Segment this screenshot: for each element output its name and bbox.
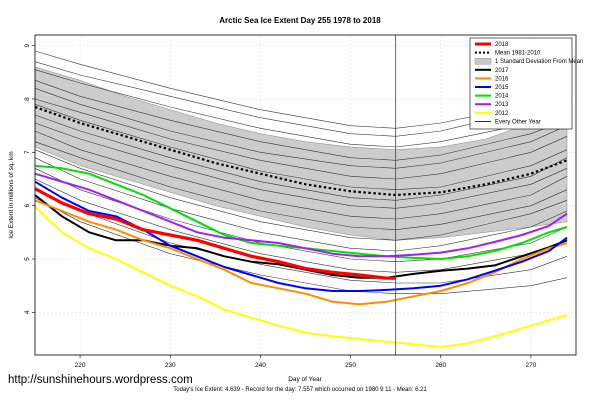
y-tick-label: 9: [24, 43, 31, 47]
legend-label: 2012: [495, 111, 509, 117]
x-tick-label: 220: [75, 362, 86, 369]
plot-frame: [34, 34, 577, 356]
website-url: http://sunshinehours.wordpress.com: [8, 374, 193, 386]
mean-line: [34, 105, 568, 197]
every-other-year-line: [34, 122, 568, 209]
every-other-year-line: [34, 141, 568, 231]
every-other-year-line: [34, 178, 568, 273]
every-other-year-line: [34, 114, 568, 201]
series-line-2012: [34, 205, 568, 348]
legend-swatch: [474, 58, 492, 65]
footer-note: Today's Ice Extent: 4.639 - Record for t…: [173, 387, 427, 393]
x-axis-label: Day of Year: [288, 376, 322, 383]
every-other-year-line: [34, 88, 568, 169]
legend-label: 2017: [495, 68, 509, 74]
chart-title: Arctic Sea Ice Extent Day 255 1978 to 20…: [219, 16, 381, 25]
series-lines: [34, 164, 568, 348]
axis-ticks: 220 230 240 250 260 270 4 5 6 7 8 9: [24, 43, 537, 369]
x-tick-label: 250: [345, 362, 356, 369]
legend-label: 2014: [495, 94, 509, 100]
series-line-2013: [34, 172, 568, 258]
legend-label: Mean 1981-2010: [495, 51, 541, 57]
legend-label: 2013: [495, 102, 509, 108]
y-tick-label: 8: [24, 97, 31, 101]
series-line-2018: [34, 187, 396, 280]
legend-label: 2018: [495, 42, 509, 48]
legend: 2018 Mean 1981-2010 1 Standard Deviation F…: [469, 37, 583, 130]
every-other-year-line: [34, 98, 568, 180]
y-axis-label: Ice Extent in millions of sq. km: [8, 151, 15, 238]
series-line-2015: [34, 180, 568, 292]
every-other-year-line: [34, 189, 568, 284]
every-other-year-line: [34, 104, 568, 191]
legend-label: 2015: [495, 85, 509, 91]
legend-label: 2016: [495, 76, 509, 82]
mean-line-group: [34, 105, 568, 197]
x-tick-label: 260: [435, 362, 446, 369]
legend-label: Every Other Year: [495, 119, 541, 125]
every-other-year-line: [34, 149, 568, 241]
series-line-2016: [34, 199, 568, 306]
std-band-area: [34, 66, 568, 241]
std-deviation-band: [34, 66, 568, 241]
y-tick-label: 5: [24, 257, 31, 261]
every-other-year-line: [34, 130, 568, 220]
x-tick-label: 230: [165, 362, 176, 369]
every-other-year-line: [34, 157, 568, 252]
y-tick-label: 4: [24, 310, 31, 314]
x-tick-label: 240: [255, 362, 266, 369]
y-tick-label: 7: [24, 150, 31, 154]
every-other-year-line: [34, 80, 568, 161]
y-tick-label: 6: [24, 203, 31, 207]
x-tick-label: 270: [525, 362, 536, 369]
legend-label: 1 Standard Deviation From Mean: [495, 59, 583, 65]
